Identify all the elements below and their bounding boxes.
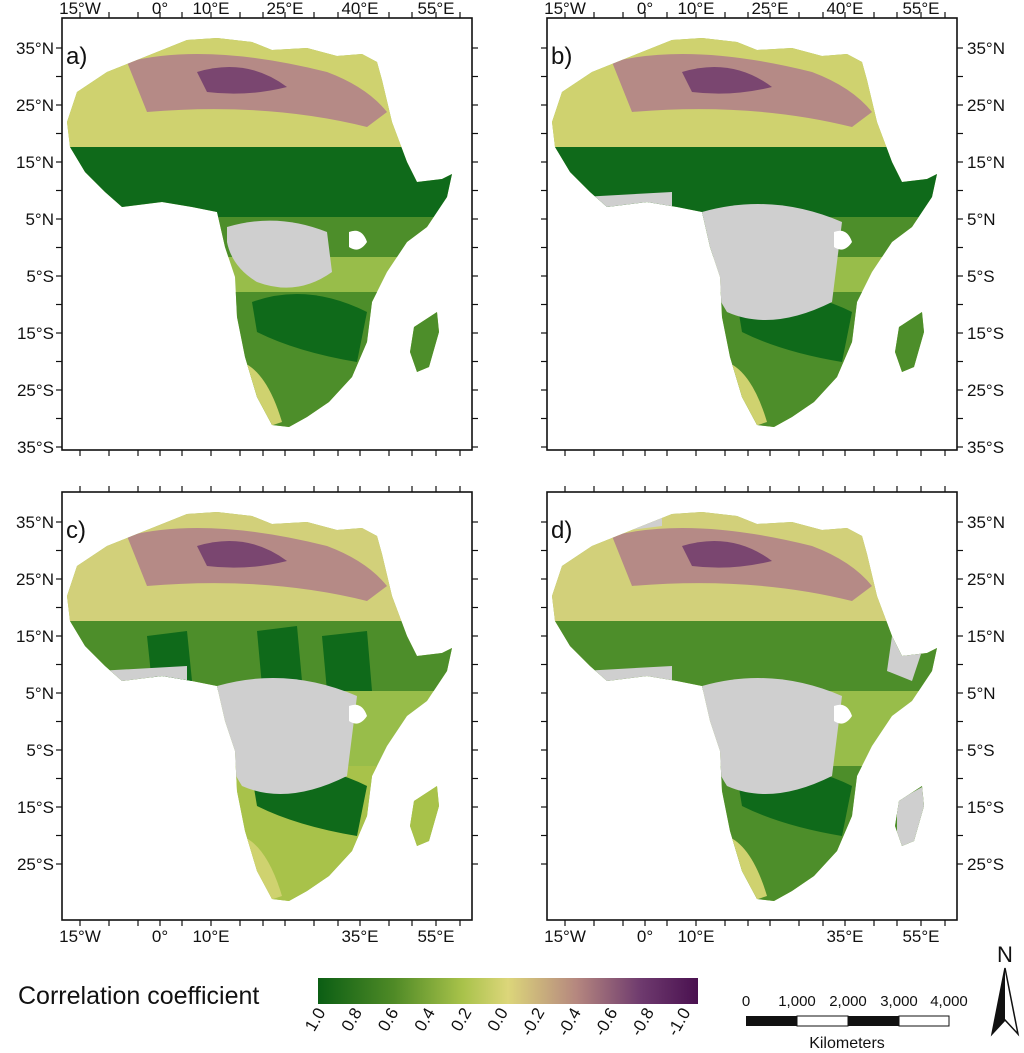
latitude-label: 5°S xyxy=(967,267,995,286)
longitude-label: 15°W xyxy=(59,927,101,946)
longitude-label: 0° xyxy=(637,927,653,946)
legend-tick-label: 1.0 xyxy=(301,1005,329,1035)
longitude-label: 15°W xyxy=(544,927,586,946)
scale-segment-3 xyxy=(848,1016,899,1026)
scale-bar-label: 0 xyxy=(742,993,750,1010)
panel-letter: c) xyxy=(66,517,86,544)
longitude-label: 15°W xyxy=(544,0,586,18)
latitude-label: 5°S xyxy=(967,741,995,760)
latitude-label: 25°N xyxy=(967,570,1005,589)
latitude-label: 5°S xyxy=(26,267,54,286)
legend-tick-label: 0.2 xyxy=(447,1005,475,1035)
latitude-label: 15°S xyxy=(967,798,1004,817)
legend-tick-label: -1.0 xyxy=(663,1005,694,1040)
longitude-label: 0° xyxy=(152,0,168,18)
latitude-label: 35°N xyxy=(16,39,54,58)
legend-tick-label: -0.2 xyxy=(517,1005,548,1040)
latitude-label: 15°N xyxy=(967,153,1005,172)
latitude-label: 5°N xyxy=(25,210,54,229)
latitude-label: 5°N xyxy=(967,684,996,703)
panel-letter: d) xyxy=(551,517,572,544)
longitude-label: 35°E xyxy=(826,927,863,946)
longitude-label: 40°E xyxy=(341,0,378,18)
longitude-label: 15°W xyxy=(59,0,101,18)
scale-segment-4 xyxy=(898,1015,950,1027)
scale-bar-label: 3,000 xyxy=(880,993,918,1010)
latitude-label: 35°N xyxy=(967,39,1005,58)
latitude-label: 15°S xyxy=(17,324,54,343)
longitude-label: 40°E xyxy=(826,0,863,18)
map-panel-b: b) 15°W 0° 10°E 25°E 40°E 55°E 35°N 25°N 15°N 5°N 5… xyxy=(541,0,1005,457)
longitude-label: 55°E xyxy=(417,927,454,946)
longitude-label: 10°E xyxy=(677,0,714,18)
legend-tick-label: 0.4 xyxy=(411,1005,439,1035)
scale-segment-2 xyxy=(796,1015,849,1027)
north-arrow: N xyxy=(990,942,1020,1037)
latitude-label: 25°N xyxy=(16,96,54,115)
latitude-label: 25°S xyxy=(17,855,54,874)
latitude-label: 35°N xyxy=(967,513,1005,532)
scale-bar-unit: Kilometers xyxy=(809,1035,885,1052)
longitude-label: 10°E xyxy=(192,0,229,18)
latitude-label: 35°S xyxy=(967,438,1004,457)
longitude-label: 25°E xyxy=(266,0,303,18)
panel-letter: b) xyxy=(551,43,572,70)
legend-tick-label: -0.4 xyxy=(554,1005,585,1040)
panel-letter: a) xyxy=(66,43,87,70)
scale-bar-labels: 0 1,000 2,000 3,000 4,000 xyxy=(742,993,968,1010)
longitude-label: 10°E xyxy=(677,927,714,946)
longitude-label: 0° xyxy=(152,927,168,946)
latitude-label: 25°N xyxy=(16,570,54,589)
legend-tick-label: 0.6 xyxy=(374,1005,402,1035)
latitude-label: 15°N xyxy=(16,627,54,646)
longitude-label: 35°E xyxy=(341,927,378,946)
latitude-label: 35°N xyxy=(16,513,54,532)
latitude-label: 15°S xyxy=(967,324,1004,343)
latitude-label: 25°S xyxy=(17,381,54,400)
north-arrow-letter: N xyxy=(997,942,1013,967)
legend-tick-label: -0.6 xyxy=(590,1005,621,1040)
scale-bar: 0 1,000 2,000 3,000 4,000 Kilometers xyxy=(742,993,968,1052)
legend-tick-label: 0.0 xyxy=(484,1005,512,1035)
legend-tick-label: 0.8 xyxy=(338,1005,366,1035)
map-panel-d: d) 15°W 0° 10°E 35°E 55°E 35°N 25°N 15°N 5°N 5°S 15… xyxy=(541,486,1005,946)
legend-title: Correlation coefficient xyxy=(18,982,259,1010)
scale-bar-label: 4,000 xyxy=(930,993,968,1010)
scale-bar-label: 1,000 xyxy=(778,993,816,1010)
legend: Correlation coefficient 1.0 0.8 0.6 0.4 0.2 0… xyxy=(18,978,698,1039)
latitude-label: 15°S xyxy=(17,798,54,817)
latitude-label: 25°N xyxy=(967,96,1005,115)
latitude-label: 5°N xyxy=(967,210,996,229)
map-panel-c: c) 15°W 0° 10°E 35°E 55°E 35°N 25°N 15°N 5°N 5°S 15… xyxy=(16,486,478,946)
longitude-label: 25°E xyxy=(751,0,788,18)
longitude-label: 55°E xyxy=(417,0,454,18)
longitude-label: 0° xyxy=(637,0,653,18)
longitude-label: 55°E xyxy=(902,927,939,946)
latitude-label: 5°N xyxy=(25,684,54,703)
scale-segment-1 xyxy=(746,1016,797,1026)
legend-tick-labels: 1.0 0.8 0.6 0.4 0.2 0.0 -0.2 -0.4 -0.6 -0.8 -1.0 xyxy=(301,1005,694,1040)
legend-tick-label: -0.8 xyxy=(627,1005,658,1040)
legend-colorbar xyxy=(318,978,698,1004)
map-panel-a: a) 15°W 0° 10°E 25°E 40°E 55°E 35°N 25°N 15°N 5°N 5… xyxy=(16,0,478,457)
longitude-label: 55°E xyxy=(902,0,939,18)
latitude-label: 15°N xyxy=(16,153,54,172)
latitude-label: 25°S xyxy=(967,381,1004,400)
latitude-label: 35°S xyxy=(17,438,54,457)
scale-bar-label: 2,000 xyxy=(829,993,867,1010)
latitude-label: 25°S xyxy=(967,855,1004,874)
latitude-label: 15°N xyxy=(967,627,1005,646)
longitude-label: 10°E xyxy=(192,927,229,946)
latitude-label: 5°S xyxy=(26,741,54,760)
